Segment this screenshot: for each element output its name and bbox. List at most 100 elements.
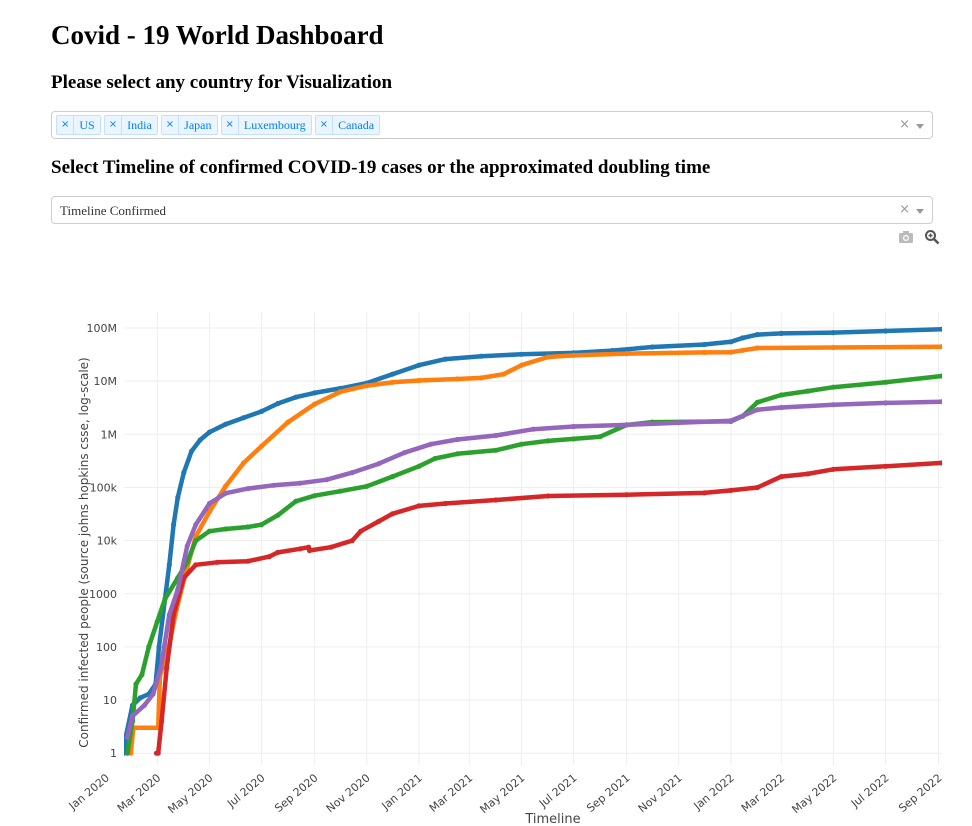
series-point — [175, 494, 181, 500]
series-line — [125, 373, 942, 756]
series-point — [266, 554, 272, 560]
y-axis-ticks: 1 10 100 1000 10k 100k 1M 10M 100M — [87, 322, 118, 760]
series-point — [293, 394, 299, 400]
series-point — [389, 511, 395, 517]
country-tag-label: Canada — [338, 118, 375, 132]
series-point — [939, 373, 942, 379]
series-point — [175, 586, 181, 593]
country-tag-label: US — [79, 118, 95, 132]
series-line — [154, 460, 942, 756]
series-point — [154, 618, 160, 625]
series-point — [245, 524, 251, 530]
series-point — [830, 466, 837, 472]
series-point — [358, 528, 364, 534]
series-point — [389, 371, 395, 377]
series-point — [259, 408, 265, 414]
series-point — [259, 443, 265, 449]
series-point — [624, 422, 630, 428]
series-point — [454, 436, 460, 443]
series-point — [518, 441, 525, 447]
chevron-down-icon[interactable] — [916, 209, 924, 214]
x-tick-label: Jan 2020 — [66, 771, 112, 813]
series-point — [676, 420, 682, 426]
series-point — [754, 399, 761, 405]
y-tick-label: 1M — [101, 428, 118, 441]
remove-luxembourg-icon[interactable]: × — [222, 116, 239, 134]
series-point — [454, 376, 460, 382]
x-axis-title: Timeline — [524, 812, 580, 826]
camera-icon[interactable] — [898, 229, 914, 245]
x-tick-label: May 2021 — [477, 771, 527, 816]
y-tick-label: 10M — [94, 375, 118, 388]
chart-grid — [124, 312, 942, 765]
remove-india-icon[interactable]: × — [105, 116, 123, 134]
series-point — [376, 461, 382, 467]
x-tick-label: Jan 2022 — [691, 771, 737, 813]
page-title: Covid - 19 World Dashboard — [51, 20, 384, 50]
series-point — [241, 415, 247, 421]
series-point — [129, 713, 136, 719]
x-tick-label: Mar 2022 — [739, 771, 787, 815]
x-tick-label: May 2022 — [789, 771, 839, 816]
series-point — [545, 493, 551, 499]
series-point — [778, 404, 784, 411]
series-point — [728, 487, 734, 493]
series-point — [883, 328, 889, 334]
zoom-icon[interactable] — [924, 229, 940, 245]
series-point — [364, 383, 370, 389]
series-point — [740, 335, 746, 341]
country-tag-india: × India — [103, 115, 158, 135]
country-tag-label: Luxembourg — [243, 118, 306, 132]
chevron-down-icon[interactable] — [916, 124, 924, 129]
series-point — [389, 474, 395, 480]
series-point — [312, 401, 318, 407]
x-axis-ticks: Jan 2020 Mar 2020 May 2020 Jul 2020 Sep 2020… — [66, 771, 945, 816]
series-point — [155, 750, 161, 756]
series-point — [805, 388, 811, 394]
series-point — [193, 562, 199, 568]
series-point — [728, 349, 734, 355]
series-point — [939, 399, 942, 405]
series-point — [181, 470, 187, 476]
series-point — [649, 344, 655, 350]
y-axis-title: Confirmed infected people (source johns … — [77, 357, 91, 747]
series-point — [193, 522, 199, 528]
series-point — [454, 451, 460, 457]
series-point — [337, 488, 343, 494]
series-point — [442, 356, 448, 362]
country-prompt: Please select any country for Visualizat… — [51, 72, 393, 93]
series-line — [128, 344, 942, 756]
series-point — [805, 471, 811, 477]
series-point — [778, 330, 784, 336]
series-point — [156, 644, 162, 650]
series-point — [293, 498, 299, 504]
series-point — [597, 434, 603, 440]
country-multiselect[interactable]: × US × India × Japan × Luxembourg × Cana… — [51, 111, 933, 139]
y-tick-label: 100 — [96, 641, 117, 654]
remove-us-icon[interactable]: × — [57, 116, 75, 134]
series-point — [701, 341, 708, 348]
series-point — [389, 379, 395, 385]
series-point — [206, 509, 213, 515]
series-point — [778, 392, 784, 398]
series-point — [197, 437, 203, 443]
series-point — [171, 522, 177, 528]
series-point — [312, 390, 318, 396]
remove-japan-icon[interactable]: × — [162, 116, 180, 134]
series-point — [364, 483, 370, 489]
x-tick-label: Mar 2021 — [427, 771, 475, 815]
series-point — [478, 375, 484, 381]
timeline-select[interactable]: Timeline Confirmed × — [51, 196, 933, 224]
series-point — [146, 644, 152, 650]
clear-countries-icon[interactable]: × — [899, 117, 910, 132]
series-point — [701, 490, 708, 496]
series-point — [206, 429, 213, 435]
series-point — [571, 436, 577, 442]
chart-modebar — [898, 229, 940, 245]
series-point — [830, 402, 837, 408]
remove-canada-icon[interactable]: × — [316, 116, 334, 134]
series-point — [571, 423, 577, 430]
series-point — [275, 549, 281, 555]
clear-timeline-icon[interactable]: × — [899, 202, 910, 217]
